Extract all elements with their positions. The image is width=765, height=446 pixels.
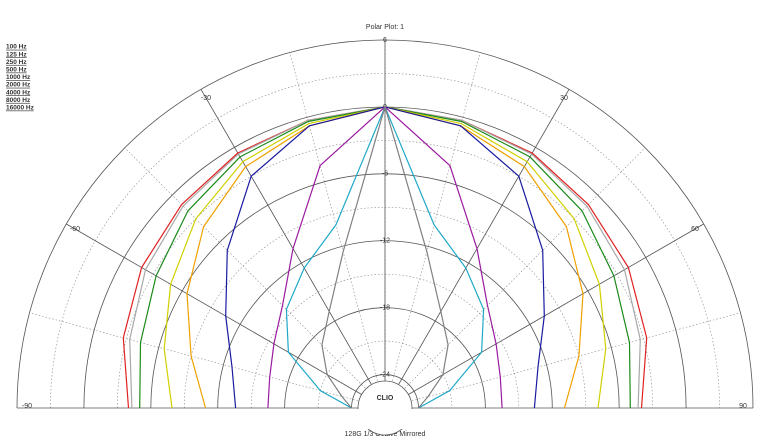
legend-entry: 2000 Hz <box>6 82 31 89</box>
legend-entry: 16000 Hz <box>6 105 35 112</box>
theta-tick-label: 60 <box>691 226 699 233</box>
legend-entry: 100 Hz <box>6 44 27 51</box>
theta-tick-label: -90 <box>22 403 32 410</box>
legend-entry: 8000 Hz <box>6 97 31 104</box>
legend-entry: 4000 Hz <box>6 89 31 96</box>
minor-spoke <box>384 52 481 409</box>
theta-tick-label: -60 <box>70 226 80 233</box>
legend-entry: 125 Hz <box>6 51 27 58</box>
theta-tick-label: 90 <box>739 403 747 410</box>
legend-entry: 500 Hz <box>6 67 27 74</box>
minor-spoke <box>384 147 646 409</box>
chart-title: Polar Plot: 1 <box>366 24 404 31</box>
legend-entry: 1000 Hz <box>6 74 31 81</box>
series-line <box>321 106 449 409</box>
minor-spoke <box>124 147 386 409</box>
minor-spoke <box>384 312 741 409</box>
minor-spoke <box>29 312 386 409</box>
bottom-mask <box>0 409 765 429</box>
minor-ring <box>317 340 453 409</box>
legend-entry: 250 Hz <box>6 59 27 66</box>
center-label: CLIO <box>377 395 394 402</box>
theta-tick-label: -30 <box>201 95 211 102</box>
minor-spoke <box>289 52 386 409</box>
theta-tick-label: 30 <box>560 95 568 102</box>
